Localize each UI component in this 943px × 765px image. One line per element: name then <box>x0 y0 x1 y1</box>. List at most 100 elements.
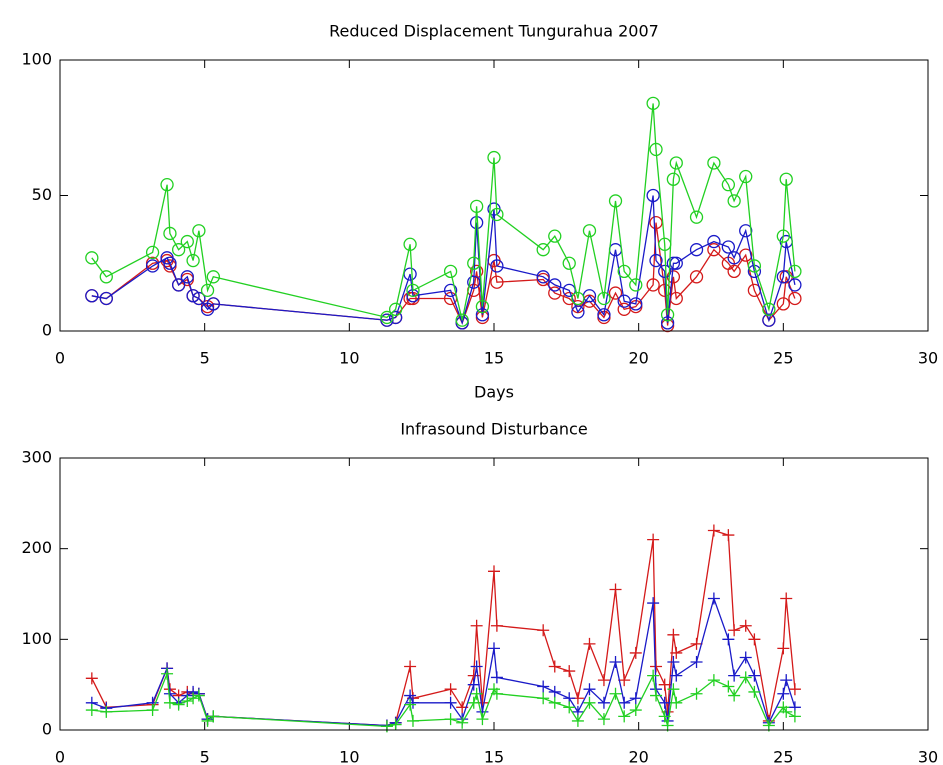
marker <box>406 696 419 709</box>
marker <box>707 156 721 170</box>
marker <box>658 678 671 691</box>
marker <box>490 619 503 632</box>
marker <box>646 188 660 203</box>
marker <box>762 719 775 732</box>
marker <box>618 710 631 723</box>
marker <box>467 256 481 270</box>
marker <box>548 685 561 698</box>
marker <box>650 689 663 702</box>
marker <box>777 687 790 700</box>
marker <box>562 256 576 270</box>
marker <box>788 278 802 292</box>
marker <box>582 224 597 238</box>
marker <box>689 243 704 257</box>
x-tick-label: 15 <box>484 349 504 368</box>
chart-title: Infrasound Disturbance <box>400 420 587 439</box>
marker <box>583 696 596 709</box>
x-tick-label: 10 <box>339 748 359 765</box>
marker <box>404 698 417 711</box>
marker <box>670 669 683 682</box>
marker <box>707 524 720 537</box>
marker <box>649 142 663 157</box>
marker <box>647 597 660 610</box>
marker <box>537 680 550 693</box>
marker <box>571 305 585 319</box>
marker <box>160 178 174 192</box>
marker <box>444 696 457 709</box>
marker <box>707 674 720 687</box>
y-tick-label: 50 <box>32 185 52 204</box>
marker <box>727 194 741 208</box>
marker <box>666 256 681 270</box>
marker <box>669 156 683 170</box>
marker <box>389 718 402 731</box>
marker <box>739 619 752 632</box>
marker <box>200 283 215 298</box>
marker <box>667 656 680 668</box>
marker <box>548 286 562 300</box>
marker <box>722 529 735 542</box>
marker <box>661 719 674 732</box>
marker <box>608 286 623 300</box>
marker <box>658 696 671 709</box>
marker <box>649 253 663 268</box>
marker <box>762 302 776 316</box>
marker <box>406 714 419 727</box>
axes-box <box>59 59 929 332</box>
marker <box>583 637 596 650</box>
marker <box>85 672 98 685</box>
marker <box>488 565 500 578</box>
marker <box>739 651 752 664</box>
marker <box>380 310 394 325</box>
x-tick-label: 0 <box>55 748 65 765</box>
marker <box>647 533 660 546</box>
x-tick-label: 5 <box>200 748 210 765</box>
marker <box>206 297 220 311</box>
x-tick-label: 10 <box>339 349 359 368</box>
marker <box>597 713 610 726</box>
marker <box>660 308 675 322</box>
marker <box>490 259 504 273</box>
marker <box>403 237 417 251</box>
marker <box>690 656 703 668</box>
marker <box>609 656 622 668</box>
marker <box>658 237 672 251</box>
marker <box>187 692 200 705</box>
marker <box>788 264 802 279</box>
marker <box>609 583 622 596</box>
marker <box>788 683 801 696</box>
marker <box>490 275 504 289</box>
marker <box>747 259 762 273</box>
marker <box>186 289 200 303</box>
marker <box>762 313 776 327</box>
marker <box>145 245 160 260</box>
marker <box>467 275 481 289</box>
y-tick-label: 100 <box>21 629 52 648</box>
marker <box>563 665 576 678</box>
marker <box>490 687 503 700</box>
axes-box <box>59 457 929 731</box>
marker <box>776 297 790 311</box>
series-line <box>91 103 796 321</box>
marker <box>537 624 550 637</box>
marker <box>707 243 721 257</box>
marker <box>146 704 159 717</box>
marker <box>470 619 483 632</box>
marker <box>608 194 623 208</box>
marker <box>469 199 484 213</box>
marker <box>658 264 672 279</box>
marker <box>562 291 576 306</box>
x-tick-label: 0 <box>55 349 65 368</box>
marker <box>145 259 160 273</box>
marker <box>650 660 663 673</box>
x-tick-label: 5 <box>200 349 210 368</box>
marker <box>739 169 753 184</box>
x-tick-label: 25 <box>773 748 793 765</box>
marker <box>658 710 671 723</box>
marker <box>537 692 550 705</box>
marker <box>163 226 177 241</box>
marker <box>748 633 761 646</box>
marker <box>406 283 420 298</box>
marker <box>207 710 220 723</box>
marker <box>186 253 200 268</box>
